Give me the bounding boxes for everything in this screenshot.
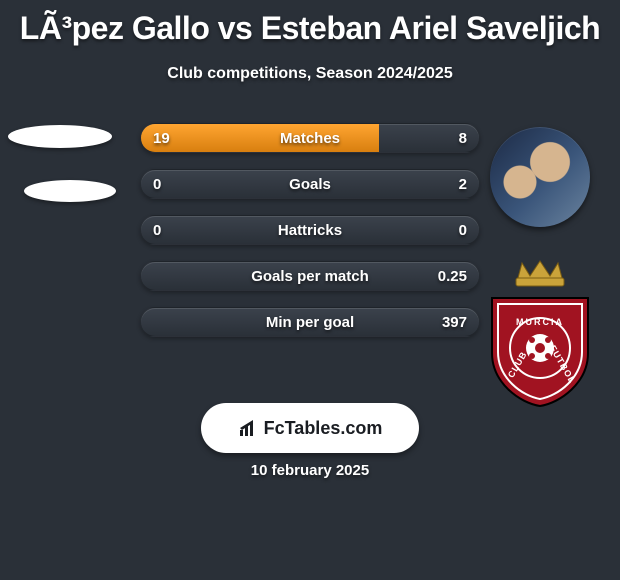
player-left-shape-1 [8,125,112,148]
watermark-pill: FcTables.com [201,403,419,453]
stat-label: Hattricks [141,216,479,245]
page-title: LÃ³pez Gallo vs Esteban Ariel Saveljich [0,0,620,47]
stat-right-value: 0 [459,216,467,245]
stats-container: 19Matches80Goals20Hattricks0Goals per ma… [140,123,480,353]
subtitle: Club competitions, Season 2024/2025 [0,65,620,83]
stat-right-value: 397 [442,308,467,337]
stat-label: Min per goal [141,308,479,337]
stat-label: Goals [141,170,479,199]
bars-icon [238,418,258,438]
stat-right-value: 8 [459,124,467,153]
stat-row: Min per goal397 [140,307,480,337]
stat-right-value: 0.25 [438,262,467,291]
stat-row: 0Hattricks0 [140,215,480,245]
player-left-shape-2 [24,180,116,202]
stat-label: Matches [141,124,479,153]
stat-right-value: 2 [459,170,467,199]
club-crest: MURCIA CLUB FUTBOL [480,258,600,408]
date-text: 10 february 2025 [0,462,620,479]
stat-label: Goals per match [141,262,479,291]
stat-row: 19Matches8 [140,123,480,153]
svg-text:MURCIA: MURCIA [516,317,564,327]
stat-row: Goals per match0.25 [140,261,480,291]
stat-row: 0Goals2 [140,169,480,199]
player-right-avatar [490,127,590,227]
watermark-text: FcTables.com [264,418,383,439]
